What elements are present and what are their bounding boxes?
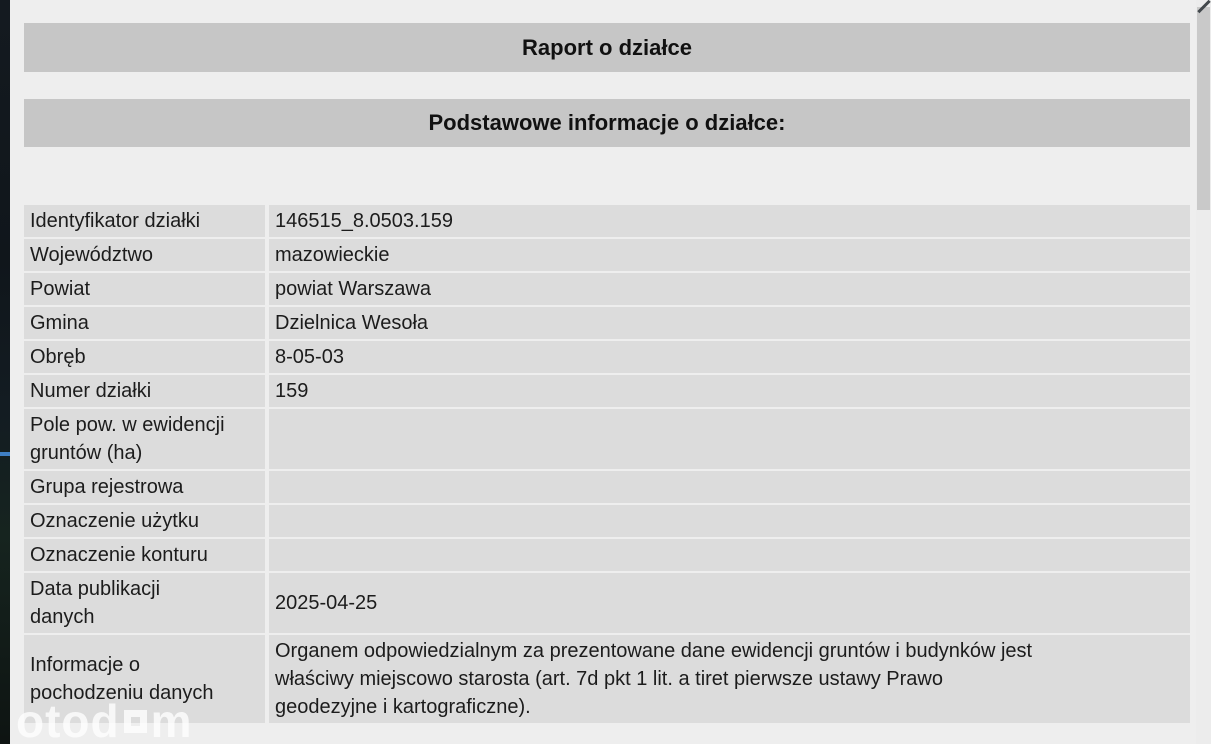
vertical-scrollbar[interactable] (1196, 0, 1211, 744)
row-label: Oznaczenie użytku (24, 505, 265, 537)
row-label: Grupa rejestrowa (24, 471, 265, 503)
table-row: Oznaczenie użytku (24, 505, 1190, 537)
background-accent-line (0, 452, 10, 456)
table-row: Gmina Dzielnica Wesoła (24, 307, 1190, 339)
watermark-text-start: otod (16, 695, 120, 744)
otodom-square-icon (123, 709, 147, 733)
row-value: 159 (269, 375, 1190, 407)
table-row: Oznaczenie konturu (24, 539, 1190, 571)
report-title: Raport o działce (522, 34, 692, 60)
section-header-bar: Podstawowe informacje o działce: (24, 99, 1190, 147)
row-value (269, 471, 1190, 503)
report-title-bar: Raport o działce (24, 23, 1190, 72)
row-label: Województwo (24, 239, 265, 271)
row-value (269, 539, 1190, 571)
parcel-info-table: Identyfikator działki 146515_8.0503.159 Wo… (24, 205, 1190, 725)
row-value: 2025-04-25 (269, 573, 1190, 633)
row-label: Pole pow. w ewidencji gruntów (ha) (24, 409, 265, 469)
table-row: Identyfikator działki 146515_8.0503.159 (24, 205, 1190, 237)
row-label: Oznaczenie konturu (24, 539, 265, 571)
row-value: 8-05-03 (269, 341, 1190, 373)
row-value: mazowieckie (269, 239, 1190, 271)
table-row: Grupa rejestrowa (24, 471, 1190, 503)
row-value: powiat Warszawa (269, 273, 1190, 305)
row-label: Gmina (24, 307, 265, 339)
table-row: Data publikacji danych 2025-04-25 (24, 573, 1190, 633)
row-value: Dzielnica Wesoła (269, 307, 1190, 339)
table-row: Numer działki 159 (24, 375, 1190, 407)
table-row: Pole pow. w ewidencji gruntów (ha) (24, 409, 1190, 469)
table-row: Informacje o pochodzeniu danych Organem o… (24, 635, 1190, 723)
row-value: 146515_8.0503.159 (269, 205, 1190, 237)
table-row: Województwo mazowieckie (24, 239, 1190, 271)
row-label: Identyfikator działki (24, 205, 265, 237)
row-label: Informacje o pochodzeniu danych (24, 635, 265, 723)
scrollbar-thumb[interactable] (1197, 7, 1210, 210)
section-title: Podstawowe informacje o działce: (428, 110, 786, 135)
row-value (269, 505, 1190, 537)
watermark-text-end: m (150, 695, 193, 744)
table-row: Powiat powiat Warszawa (24, 273, 1190, 305)
row-value: Organem odpowiedzialnym za prezentowane … (269, 635, 1190, 723)
row-label: Powiat (24, 273, 265, 305)
row-label: Obręb (24, 341, 265, 373)
background-photo-edge (0, 0, 10, 744)
row-value (269, 409, 1190, 469)
table-row: Obręb 8-05-03 (24, 341, 1190, 373)
row-label: Data publikacji danych (24, 573, 265, 633)
row-label: Numer działki (24, 375, 265, 407)
otodom-watermark: otod m (16, 694, 193, 744)
